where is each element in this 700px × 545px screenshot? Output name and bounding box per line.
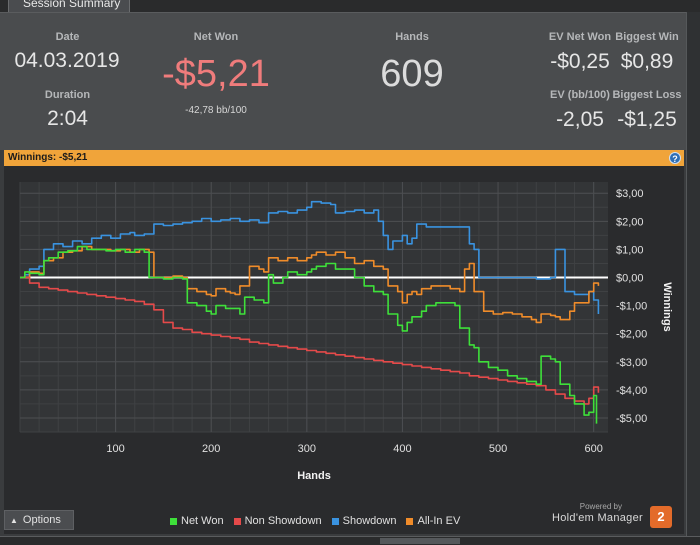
- legend-item[interactable]: Non Showdown: [233, 515, 322, 527]
- winnings-banner: Winnings: -$5,21 ?: [4, 150, 684, 166]
- tab-session-summary[interactable]: Session Summary: [8, 0, 130, 12]
- summary-panel: Date 04.03.2019 Duration 2:04 Net Won -$…: [0, 12, 686, 150]
- ev-bb100-value: -2,05: [556, 108, 604, 131]
- x-tick-label: 500: [489, 443, 507, 455]
- y-tick-label: $1,00: [616, 244, 644, 256]
- duration-label: Duration: [44, 89, 91, 101]
- powered-by-text: Powered by: [579, 502, 622, 511]
- legend-swatch: [233, 517, 241, 525]
- ev-bb100-label: EV (bb/100): [550, 89, 610, 101]
- help-icon[interactable]: ?: [669, 152, 681, 164]
- legend-label: All-In EV: [417, 515, 461, 527]
- ev-net-won-label: EV Net Won: [548, 31, 612, 43]
- horizontal-scrollbar[interactable]: [0, 536, 700, 545]
- series-line-non-showdown: [20, 276, 600, 405]
- winnings-banner-text: Winnings: -$5,21: [8, 152, 88, 163]
- biggest-loss-label: Biggest Loss: [612, 89, 682, 101]
- tab-strip: Session Summary: [0, 0, 700, 12]
- x-tick-label: 100: [106, 443, 124, 455]
- net-won-value: -$5,21: [162, 53, 270, 95]
- series-line-net-won: [20, 245, 598, 424]
- hm2-logo-icon: 2: [650, 506, 672, 528]
- side-scroll-strip[interactable]: [686, 12, 700, 545]
- biggest-win-value: $0,89: [620, 50, 674, 73]
- brand-name: Hold'em Manager: [552, 512, 643, 524]
- legend-item[interactable]: Showdown: [331, 515, 397, 527]
- chevron-up-icon: ▲: [10, 516, 18, 525]
- x-tick-label: 400: [393, 443, 411, 455]
- options-label: Options: [22, 514, 61, 526]
- legend-item[interactable]: Net Won: [170, 515, 224, 527]
- x-tick-label: 600: [584, 443, 602, 455]
- x-tick-label: 200: [202, 443, 220, 455]
- legend-swatch: [406, 517, 414, 525]
- y-tick-label: -$4,00: [616, 385, 647, 397]
- y-tick-label: -$1,00: [616, 301, 647, 313]
- x-tick-label: 300: [298, 443, 316, 455]
- date-label: Date: [55, 31, 80, 43]
- plot-area: [20, 182, 608, 432]
- y-tick-label: -$2,00: [616, 329, 647, 341]
- y-tick-label: $2,00: [616, 216, 644, 228]
- x-axis-label: Hands: [297, 470, 331, 482]
- legend-label: Showdown: [342, 515, 397, 527]
- series-line-all-in-ev: [20, 245, 600, 324]
- y-tick-label: $0,00: [616, 273, 644, 285]
- y-tick-label: $3,00: [616, 188, 644, 200]
- biggest-win-label: Biggest Win: [615, 31, 679, 43]
- chart-legend: Net Won Non Showdown Showdown All-In EV: [170, 514, 460, 528]
- chart-panel: 100 200 300 400 500 600 $3,00 $2,00 $1,00 $0,00 -$…: [4, 166, 684, 534]
- y-tick-label: -$3,00: [616, 357, 647, 369]
- brand-area: Powered by Hold'em Manager: [552, 502, 652, 528]
- net-won-bb100: -42,78 bb/100: [185, 105, 247, 116]
- hands-value: 609: [380, 53, 444, 95]
- biggest-loss-value: -$1,25: [617, 108, 677, 131]
- legend-label: Non Showdown: [244, 515, 322, 527]
- legend-swatch: [170, 517, 177, 525]
- legend-swatch: [331, 517, 339, 525]
- series-line-showdown: [20, 200, 600, 314]
- scrollbar-thumb[interactable]: [380, 538, 460, 544]
- winnings-chart: 100 200 300 400 500 600 $3,00 $2,00 $1,00 $0,00 -$…: [19, 182, 673, 482]
- options-button[interactable]: ▲ Options: [4, 510, 74, 530]
- net-won-label: Net Won: [193, 31, 239, 43]
- y-axis-label: Winnings: [661, 282, 673, 331]
- duration-value: 2:04: [47, 107, 88, 130]
- date-value: 04.03.2019: [14, 49, 120, 72]
- legend-label: Net Won: [181, 515, 224, 527]
- y-tick-label: -$5,00: [616, 413, 647, 425]
- hands-label: Hands: [395, 31, 429, 43]
- legend-item[interactable]: All-In EV: [406, 515, 460, 527]
- ev-net-won-value: -$0,25: [550, 50, 610, 73]
